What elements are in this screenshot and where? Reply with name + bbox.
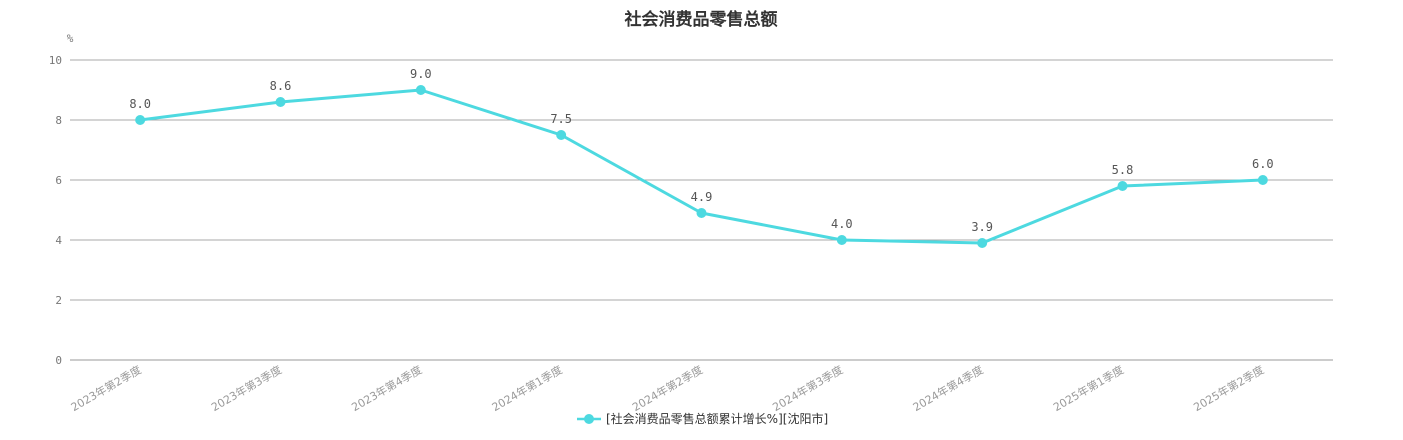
legend-dot-marker [584, 414, 594, 424]
x-tick-label: 2024年第1季度 [489, 362, 564, 414]
data-labels: 8.0 8.6 9.0 7.5 4.9 4.0 3.9 5.8 6.0 [129, 67, 1273, 234]
data-point[interactable] [1257, 175, 1268, 185]
data-point[interactable] [415, 85, 426, 95]
series-line [139, 88, 1263, 245]
data-label: 9.0 [410, 67, 432, 81]
y-axis-ticks: 0 2 4 6 8 10 [49, 54, 63, 367]
y-tick-label: 10 [49, 54, 62, 67]
data-label: 7.5 [550, 112, 572, 126]
data-point[interactable] [1117, 181, 1128, 191]
x-tick-label: 2023年第3季度 [209, 362, 284, 414]
legend-label: [社会消费品零售总额累计增长%][沈阳市] [606, 411, 828, 426]
data-label: 4.9 [691, 190, 713, 204]
y-tick-label: 0 [55, 354, 62, 367]
x-tick-label: 2023年第2季度 [68, 362, 143, 414]
y-tick-label: 4 [55, 234, 62, 247]
grid-lines [70, 59, 1333, 361]
data-point[interactable] [977, 238, 988, 248]
data-point[interactable] [836, 235, 847, 245]
x-axis-ticks: 2023年第2季度 2023年第3季度 2023年第4季度 2024年第1季度 2024… [68, 362, 1266, 414]
data-label: 4.0 [831, 217, 853, 231]
legend[interactable]: [社会消费品零售总额累计增长%][沈阳市] [577, 411, 828, 426]
series-layer [135, 85, 1268, 248]
data-point[interactable] [696, 208, 707, 218]
y-tick-label: 6 [55, 174, 62, 187]
data-point[interactable] [135, 115, 146, 125]
data-point[interactable] [556, 130, 567, 140]
x-tick-label: 2025年第1季度 [1051, 362, 1126, 414]
x-tick-label: 2025年第2季度 [1191, 362, 1266, 414]
data-label: 5.8 [1112, 163, 1134, 177]
y-tick-label: 2 [55, 294, 62, 307]
data-point[interactable] [275, 97, 286, 107]
x-tick-label: 2023年第4季度 [349, 362, 424, 414]
y-axis-unit: % [67, 32, 74, 45]
data-label: 3.9 [971, 220, 993, 234]
x-tick-label: 2024年第4季度 [910, 362, 985, 414]
y-tick-label: 8 [55, 114, 62, 127]
data-label: 6.0 [1252, 157, 1274, 171]
x-tick-label: 2024年第3季度 [770, 362, 845, 414]
chart-title: 社会消费品零售总额 [624, 9, 778, 30]
data-label: 8.6 [270, 79, 292, 93]
data-label: 8.0 [129, 97, 151, 111]
x-tick-label: 2024年第2季度 [630, 362, 705, 414]
